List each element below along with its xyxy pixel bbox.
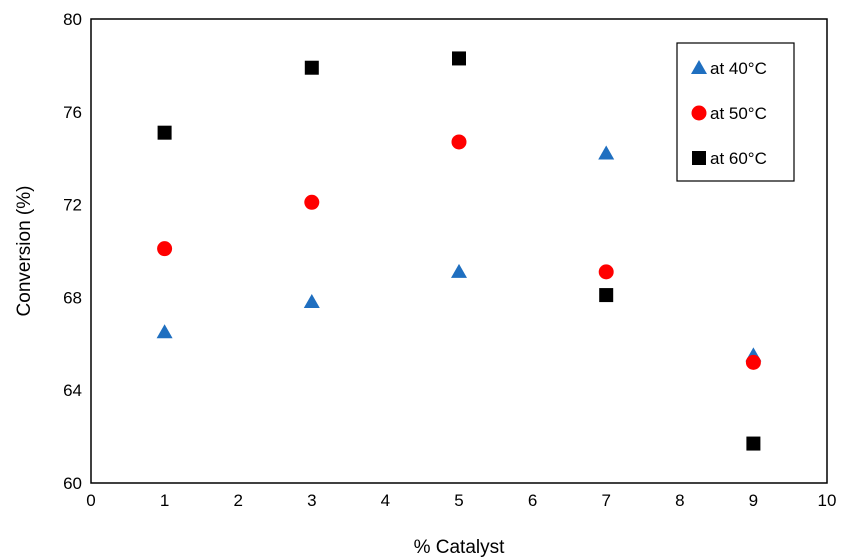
triangle-data-point (156, 324, 173, 339)
triangle-legend-marker (691, 60, 707, 74)
circle-data-point (304, 194, 320, 210)
y-tick-label: 76 (63, 103, 82, 122)
legend-item: at 50°C (691, 104, 767, 123)
x-tick-label: 10 (818, 491, 837, 510)
legend-label: at 40°C (710, 59, 767, 78)
y-tick-label: 72 (63, 196, 82, 215)
x-tick-label: 1 (160, 491, 169, 510)
square-data-point (452, 51, 466, 66)
x-tick-label: 3 (307, 491, 316, 510)
x-tick-label: 5 (454, 491, 463, 510)
y-tick-label: 60 (63, 474, 82, 493)
x-tick-label: 8 (675, 491, 684, 510)
circle-data-point (598, 264, 614, 280)
legend-label: at 60°C (710, 149, 767, 168)
legend-item: at 40°C (691, 59, 767, 78)
legend: at 40°C at 50°C at 60°C (676, 42, 795, 182)
square-legend-marker (692, 151, 706, 165)
square-data-point (157, 125, 172, 140)
x-axis-title: % Catalyst (414, 537, 506, 557)
legend-item: at 60°C (692, 149, 767, 168)
y-tick-labels: 60 64 68 72 76 80 (63, 10, 82, 493)
triangle-data-point (451, 263, 467, 278)
y-axis-title: Conversion (%) (14, 186, 35, 317)
data-series (156, 51, 762, 451)
y-tick-label: 80 (63, 10, 82, 29)
square-data-point (599, 288, 614, 303)
square-data-point (304, 60, 319, 75)
circle-data-point (157, 241, 173, 257)
triangle-data-point (598, 145, 615, 160)
circle-data-point (451, 134, 467, 150)
y-tick-label: 68 (63, 288, 82, 307)
x-tick-labels: 0 1 2 3 4 5 6 7 8 9 10 (86, 491, 836, 510)
x-tick-label: 4 (381, 491, 390, 510)
square-data-point (746, 436, 761, 451)
x-tick-label: 9 (749, 491, 758, 510)
triangle-data-point (303, 294, 320, 309)
circle-legend-marker (691, 105, 707, 121)
series-square (157, 51, 761, 451)
x-tick-label: 7 (601, 491, 610, 510)
legend-label: at 50°C (710, 104, 767, 123)
x-tick-label: 0 (86, 491, 95, 510)
circle-data-point (745, 354, 761, 370)
x-tick-label: 6 (528, 491, 537, 510)
series-circle (157, 134, 761, 370)
x-tick-label: 2 (233, 491, 242, 510)
y-tick-label: 64 (63, 381, 82, 400)
